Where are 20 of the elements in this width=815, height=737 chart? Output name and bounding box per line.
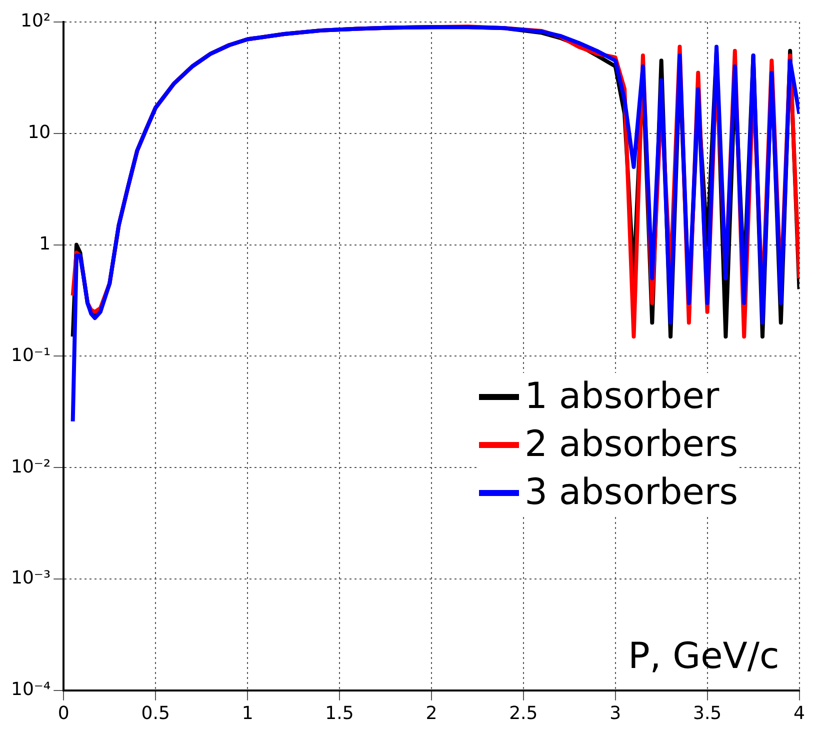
legend-label: 1 absorber (524, 375, 720, 419)
y-tick-label: 10 (28, 122, 51, 144)
x-tick-label: 1 (242, 702, 254, 724)
legend-label: 3 absorbers (524, 471, 738, 515)
x-tick-label: 4 (794, 702, 805, 724)
x-tick-label: 2 (426, 702, 438, 724)
y-tick-label: 10⁻³ (10, 568, 51, 589)
y-tick-label: 1 (39, 233, 51, 254)
x-tick-label: 0.5 (141, 702, 170, 724)
x-tick-label: 1.5 (325, 702, 354, 724)
x-tick-label: 2.5 (509, 702, 538, 724)
x-axis-title: P, GeV/c (628, 636, 780, 677)
y-tick-label: 10⁻¹ (10, 344, 51, 366)
y-tick-label: 10² (20, 10, 51, 32)
y-tick-label: 10⁻⁴ (10, 679, 51, 700)
x-tick-label: 3.5 (692, 702, 722, 724)
x-tick-label: 3 (610, 702, 622, 724)
y-tick-label: 10⁻² (10, 456, 51, 478)
x-tick-label: 0 (58, 702, 70, 724)
legend-label: 2 absorbers (524, 423, 738, 467)
